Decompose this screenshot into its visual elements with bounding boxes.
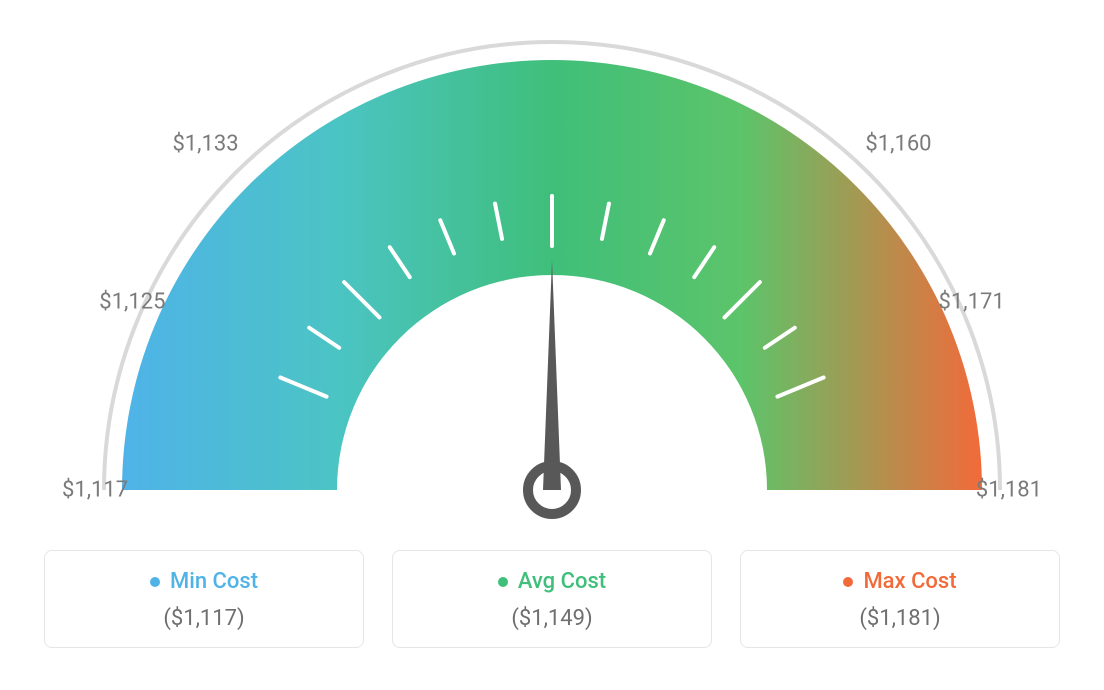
gauge-tick-label: $1,117 (62, 478, 128, 503)
legend-dot-min (150, 577, 160, 587)
legend-card-min: Min Cost ($1,117) (44, 550, 364, 648)
legend-value-max: ($1,181) (751, 606, 1049, 631)
legend-dot-avg (498, 577, 508, 587)
legend-title-max: Max Cost (843, 569, 956, 594)
legend-card-max: Max Cost ($1,181) (740, 550, 1060, 648)
legend-value-avg: ($1,149) (403, 606, 701, 631)
legend-label-max: Max Cost (863, 569, 956, 594)
legend-title-min: Min Cost (150, 569, 258, 594)
gauge-tick-label: $1,181 (976, 478, 1042, 503)
gauge-needle (543, 260, 561, 490)
gauge-tick-label: $1,160 (865, 131, 931, 156)
legend-title-avg: Avg Cost (498, 569, 606, 594)
legend-label-min: Min Cost (170, 569, 258, 594)
gauge-tick-label: $1,133 (172, 131, 238, 156)
legend-card-avg: Avg Cost ($1,149) (392, 550, 712, 648)
legend-label-avg: Avg Cost (518, 569, 606, 594)
gauge-chart: $1,117$1,125$1,133$1,149$1,160$1,171$1,1… (0, 0, 1104, 540)
gauge-svg (0, 0, 1104, 540)
legend-dot-max (843, 577, 853, 587)
legend-row: Min Cost ($1,117) Avg Cost ($1,149) Max … (0, 550, 1104, 648)
gauge-tick-label: $1,125 (99, 290, 165, 315)
gauge-tick-label: $1,171 (939, 290, 1005, 315)
legend-value-min: ($1,117) (55, 606, 353, 631)
